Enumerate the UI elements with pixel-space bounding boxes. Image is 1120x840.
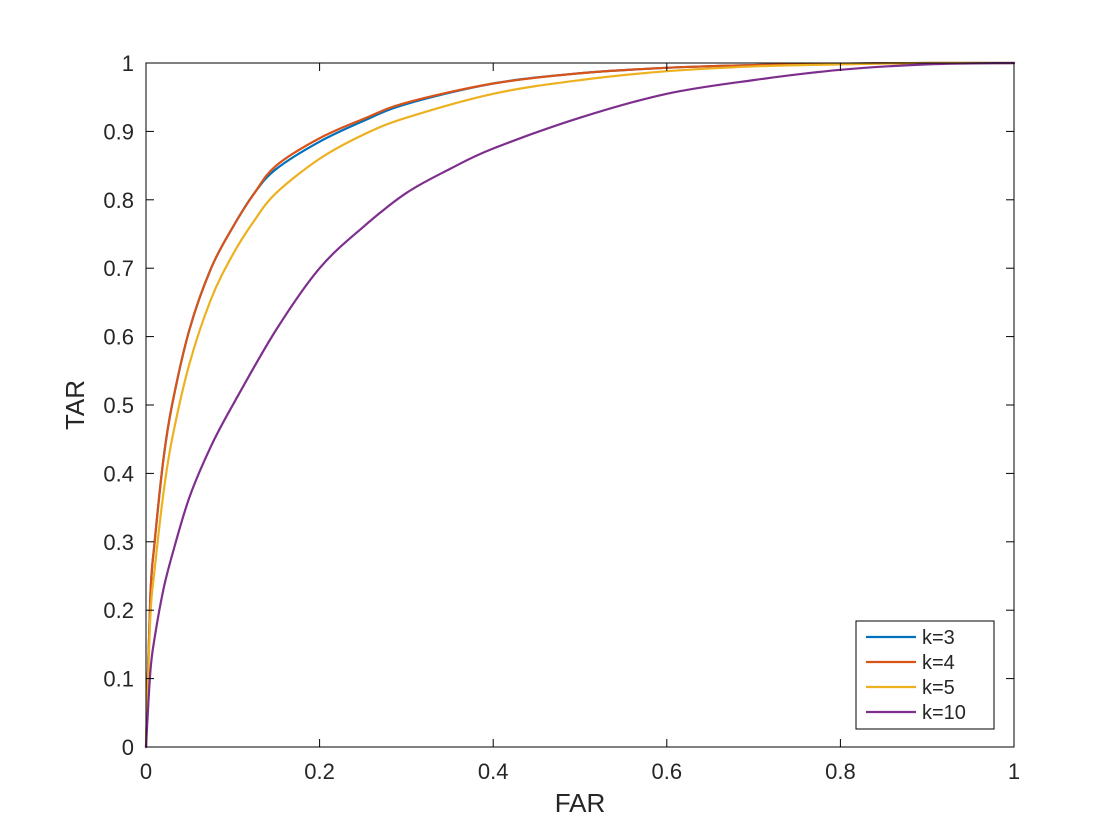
y-tick-label: 0.8 xyxy=(103,188,134,213)
x-tick-label: 0.2 xyxy=(304,759,335,784)
ticks-layer: 0 0.2 0.4 0.6 0.8 1 0 0.1 0.2 0.3 0.4 0.5 0.6 0.7 0.8 0… xyxy=(103,51,1020,784)
series-line-k-4 xyxy=(144,61,1016,749)
y-tick-label: 0 xyxy=(122,735,134,760)
legend: k=3 k=4 k=5 k=10 xyxy=(855,620,995,730)
legend-label: k=10 xyxy=(922,702,966,724)
x-tick-label: 1 xyxy=(1008,759,1020,784)
x-tick-label: 0 xyxy=(140,759,152,784)
y-tick-label: 0.5 xyxy=(103,393,134,418)
y-tick-label: 0.4 xyxy=(103,461,134,486)
x-tick-label: 0.6 xyxy=(652,759,683,784)
y-tick-label: 0.7 xyxy=(103,256,134,281)
y-tick-label: 0.9 xyxy=(103,119,134,144)
x-tick-label: 0.8 xyxy=(825,759,856,784)
legend-label: k=4 xyxy=(922,652,955,674)
y-tick-label: 0.3 xyxy=(103,530,134,555)
y-tick-label: 0.6 xyxy=(103,325,134,350)
y-axis-label: TAR xyxy=(60,380,90,430)
x-axis-label: FAR xyxy=(555,788,606,818)
y-tick-label: 1 xyxy=(122,51,134,76)
series-line-k-5 xyxy=(144,61,1016,749)
x-tick-label: 0.4 xyxy=(478,759,509,784)
series-line-k-10 xyxy=(144,61,1016,749)
series-layer xyxy=(144,61,1016,749)
legend-label: k=3 xyxy=(922,627,955,649)
y-tick-label: 0.2 xyxy=(103,598,134,623)
legend-label: k=5 xyxy=(922,677,955,699)
y-tick-label: 0.1 xyxy=(103,667,134,692)
